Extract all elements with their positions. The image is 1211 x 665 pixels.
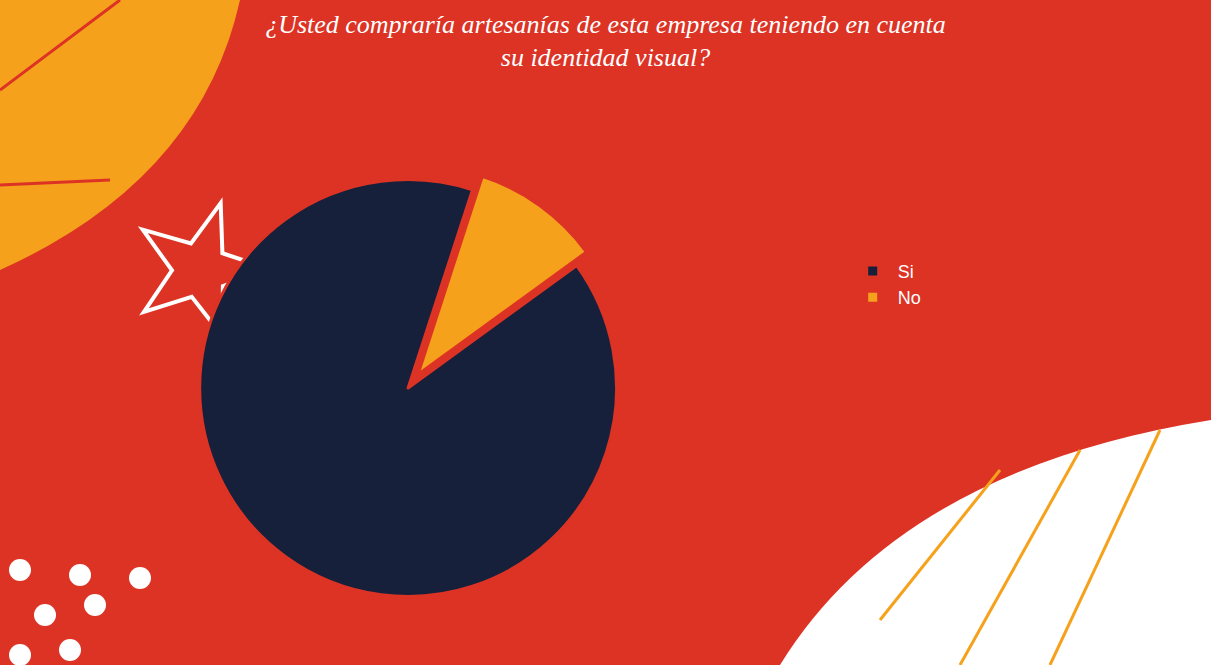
svg-text:No: No — [898, 288, 921, 308]
svg-text:¿Usted compraría artesanías de: ¿Usted compraría artesanías de esta empr… — [265, 10, 946, 73]
svg-text:Si: Si — [898, 262, 914, 282]
